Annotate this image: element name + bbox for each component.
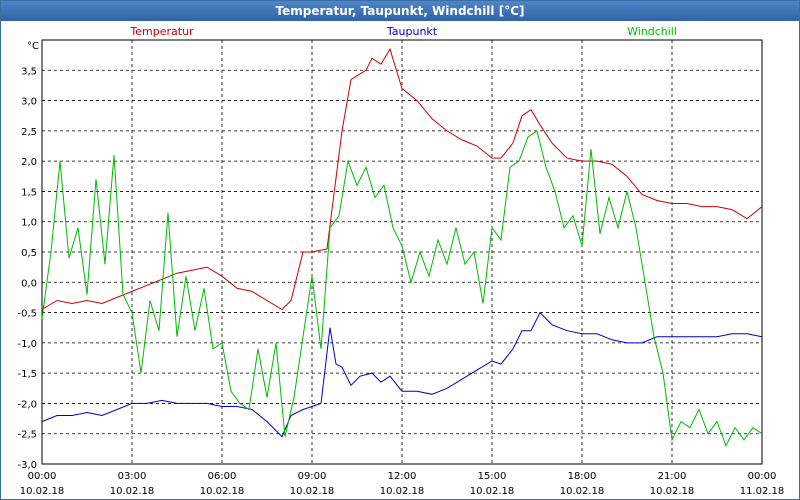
- x-tick-date: 10.02.18: [380, 486, 425, 497]
- chart-title: Temperatur, Taupunkt, Windchill [°C]: [1, 1, 799, 21]
- y-tick-label: 0,5: [21, 248, 37, 259]
- legend-taupunkt: Taupunkt: [386, 25, 438, 38]
- y-tick-label: 3,5: [21, 66, 37, 77]
- x-tick-date: 10.02.18: [290, 486, 335, 497]
- y-tick-label: -0,5: [17, 309, 37, 320]
- legend-temperatur: Temperatur: [129, 25, 194, 38]
- series-line-temperatur: [41, 47, 763, 311]
- x-tick-date: 10.02.18: [20, 486, 65, 497]
- x-tick-time: 00:00: [748, 471, 777, 482]
- y-tick-label: 1,5: [21, 187, 37, 198]
- x-tick-time: 21:00: [658, 471, 687, 482]
- x-tick-date: 10.02.18: [200, 486, 245, 497]
- y-tick-label: -2,0: [17, 399, 37, 410]
- y-tick-label: 2,5: [21, 127, 37, 138]
- series-lines: [41, 47, 763, 448]
- y-tick-label: 3,0: [21, 97, 37, 108]
- legend-windchill: Windchill: [627, 25, 677, 38]
- series-line-taupunkt: [41, 311, 763, 438]
- x-tick-time: 15:00: [478, 471, 507, 482]
- series-line-windchill: [41, 130, 763, 448]
- x-tick-time: 06:00: [208, 471, 237, 482]
- x-axis-ticks: 00:00 10.02.18 03:00 10.02.18 06:00 10.02.18 0…: [20, 471, 785, 497]
- y-axis-ticks: 3,5 3,0 2,5 2,0 1,5 1,0 0,5 0,0 -0,5 -1,0 -1,5 -2,0…: [17, 66, 37, 471]
- x-tick-time: 12:00: [388, 471, 417, 482]
- y-tick-label: -3,0: [17, 460, 37, 471]
- x-tick-date: 10.02.18: [560, 486, 605, 497]
- y-tick-label: 0,0: [21, 278, 37, 289]
- y-tick-label: -2,5: [17, 430, 37, 441]
- x-tick-date: 10.02.18: [650, 486, 695, 497]
- x-tick-time: 09:00: [298, 471, 327, 482]
- y-tick-label: 1,0: [21, 218, 37, 229]
- x-tick-date: 10.02.18: [110, 486, 155, 497]
- x-tick-time: 03:00: [118, 471, 147, 482]
- y-tick-label: -1,5: [17, 369, 37, 380]
- legend: Temperatur Taupunkt Windchill: [129, 25, 677, 38]
- x-tick-time: 18:00: [568, 471, 597, 482]
- y-axis-unit-label: °C: [27, 41, 39, 52]
- x-tick-time: 00:00: [28, 471, 57, 482]
- y-tick-label: -1,0: [17, 339, 37, 350]
- x-tick-date: 10.02.18: [470, 486, 515, 497]
- x-tick-date: 11.02.18: [740, 486, 785, 497]
- y-tick-label: 2,0: [21, 157, 37, 168]
